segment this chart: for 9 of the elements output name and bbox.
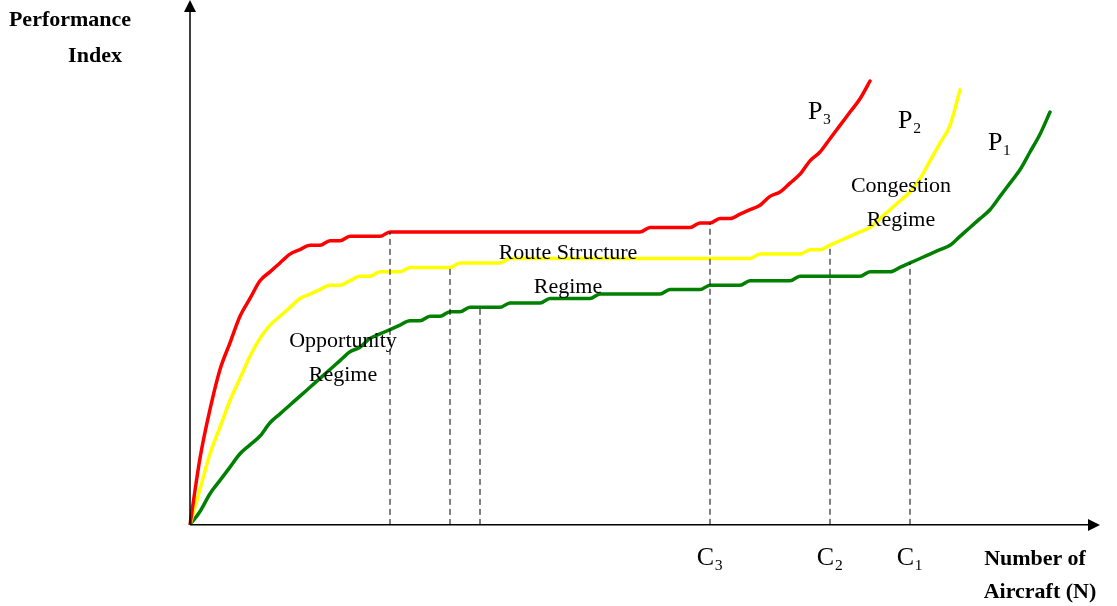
series-label: P₂ — [898, 104, 922, 134]
x-tick-label: C₁ — [896, 542, 924, 572]
y-axis-title: Performance Index — [8, 6, 132, 67]
x-axis-title: Number of Aircraft (N) — [983, 545, 1097, 603]
series-label: P₁ — [988, 127, 1012, 157]
x-tick-label: C₃ — [696, 542, 724, 572]
series-label: P₃ — [808, 96, 832, 126]
annotation: Route Structure Regime — [498, 238, 638, 298]
x-tick-label: C₂ — [816, 542, 844, 572]
